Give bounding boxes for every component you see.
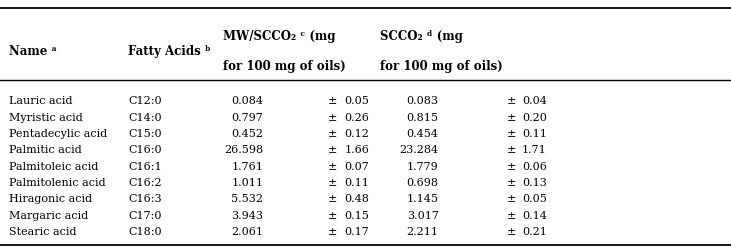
Text: ±: ± bbox=[328, 194, 337, 204]
Text: ±: ± bbox=[507, 211, 516, 221]
Text: C15:0: C15:0 bbox=[128, 129, 162, 139]
Text: 0.815: 0.815 bbox=[406, 112, 439, 122]
Text: ±: ± bbox=[328, 112, 337, 122]
Text: 0.083: 0.083 bbox=[406, 96, 439, 106]
Text: C17:0: C17:0 bbox=[128, 211, 162, 221]
Text: 0.05: 0.05 bbox=[522, 194, 547, 204]
Text: Palmitoleic acid: Palmitoleic acid bbox=[9, 162, 98, 172]
Text: 1.66: 1.66 bbox=[344, 146, 369, 156]
Text: 23.284: 23.284 bbox=[399, 146, 439, 156]
Text: for 100 mg of oils): for 100 mg of oils) bbox=[380, 60, 503, 73]
Text: 1.011: 1.011 bbox=[231, 178, 263, 188]
Text: Palmitolenic acid: Palmitolenic acid bbox=[9, 178, 105, 188]
Text: for 100 mg of oils): for 100 mg of oils) bbox=[223, 60, 346, 73]
Text: Pentadecylic acid: Pentadecylic acid bbox=[9, 129, 107, 139]
Text: C12:0: C12:0 bbox=[128, 96, 162, 106]
Text: Name ᵃ: Name ᵃ bbox=[9, 45, 57, 58]
Text: 1.145: 1.145 bbox=[406, 194, 439, 204]
Text: 0.15: 0.15 bbox=[344, 211, 369, 221]
Text: 0.20: 0.20 bbox=[522, 112, 547, 122]
Text: Myristic acid: Myristic acid bbox=[9, 112, 83, 122]
Text: 0.04: 0.04 bbox=[522, 96, 547, 106]
Text: ±: ± bbox=[328, 178, 337, 188]
Text: ±: ± bbox=[328, 96, 337, 106]
Text: C16:0: C16:0 bbox=[128, 146, 162, 156]
Text: 0.454: 0.454 bbox=[406, 129, 439, 139]
Text: C14:0: C14:0 bbox=[128, 112, 162, 122]
Text: 0.12: 0.12 bbox=[344, 129, 369, 139]
Text: ±: ± bbox=[507, 194, 516, 204]
Text: 0.05: 0.05 bbox=[344, 96, 369, 106]
Text: ±: ± bbox=[507, 146, 516, 156]
Text: ±: ± bbox=[507, 227, 516, 237]
Text: 3.017: 3.017 bbox=[406, 211, 439, 221]
Text: ±: ± bbox=[507, 96, 516, 106]
Text: 0.11: 0.11 bbox=[522, 129, 547, 139]
Text: C16:3: C16:3 bbox=[128, 194, 162, 204]
Text: 0.14: 0.14 bbox=[522, 211, 547, 221]
Text: 0.11: 0.11 bbox=[344, 178, 369, 188]
Text: 2.211: 2.211 bbox=[406, 227, 439, 237]
Text: 1.71: 1.71 bbox=[522, 146, 547, 156]
Text: ±: ± bbox=[328, 211, 337, 221]
Text: ±: ± bbox=[507, 178, 516, 188]
Text: C16:1: C16:1 bbox=[128, 162, 162, 172]
Text: 0.06: 0.06 bbox=[522, 162, 547, 172]
Text: 0.084: 0.084 bbox=[231, 96, 263, 106]
Text: 0.07: 0.07 bbox=[344, 162, 369, 172]
Text: 0.21: 0.21 bbox=[522, 227, 547, 237]
Text: 0.48: 0.48 bbox=[344, 194, 369, 204]
Text: 0.698: 0.698 bbox=[406, 178, 439, 188]
Text: ±: ± bbox=[507, 162, 516, 172]
Text: 0.13: 0.13 bbox=[522, 178, 547, 188]
Text: ±: ± bbox=[328, 146, 337, 156]
Text: Lauric acid: Lauric acid bbox=[9, 96, 72, 106]
Text: Palmitic acid: Palmitic acid bbox=[9, 146, 82, 156]
Text: 26.598: 26.598 bbox=[224, 146, 263, 156]
Text: Stearic acid: Stearic acid bbox=[9, 227, 76, 237]
Text: 1.779: 1.779 bbox=[407, 162, 439, 172]
Text: ±: ± bbox=[507, 129, 516, 139]
Text: Hiragonic acid: Hiragonic acid bbox=[9, 194, 92, 204]
Text: 2.061: 2.061 bbox=[231, 227, 263, 237]
Text: C16:2: C16:2 bbox=[128, 178, 162, 188]
Text: 5.532: 5.532 bbox=[231, 194, 263, 204]
Text: Margaric acid: Margaric acid bbox=[9, 211, 88, 221]
Text: 1.761: 1.761 bbox=[231, 162, 263, 172]
Text: Fatty Acids ᵇ: Fatty Acids ᵇ bbox=[128, 45, 211, 58]
Text: 0.17: 0.17 bbox=[344, 227, 369, 237]
Text: 0.797: 0.797 bbox=[232, 112, 263, 122]
Text: C18:0: C18:0 bbox=[128, 227, 162, 237]
Text: ±: ± bbox=[328, 129, 337, 139]
Text: SCCO₂ ᵈ (mg: SCCO₂ ᵈ (mg bbox=[380, 30, 463, 43]
Text: 0.452: 0.452 bbox=[231, 129, 263, 139]
Text: MW/SCCO₂ ᶜ (mg: MW/SCCO₂ ᶜ (mg bbox=[223, 30, 336, 43]
Text: ±: ± bbox=[328, 162, 337, 172]
Text: ±: ± bbox=[507, 112, 516, 122]
Text: 3.943: 3.943 bbox=[231, 211, 263, 221]
Text: ±: ± bbox=[328, 227, 337, 237]
Text: 0.26: 0.26 bbox=[344, 112, 369, 122]
